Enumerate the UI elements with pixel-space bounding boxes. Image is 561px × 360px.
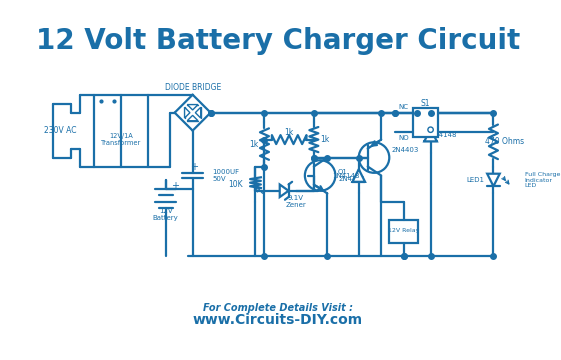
- Polygon shape: [280, 184, 288, 197]
- Text: 12V
Battery: 12V Battery: [153, 208, 178, 221]
- Text: 230V AC: 230V AC: [44, 126, 77, 135]
- Text: 12 Volt Battery Charger Circuit: 12 Volt Battery Charger Circuit: [36, 27, 520, 55]
- Polygon shape: [352, 169, 365, 182]
- Polygon shape: [424, 129, 437, 141]
- Text: 2N4403: 2N4403: [392, 147, 420, 153]
- Text: Full Charge
Indicator
LED: Full Charge Indicator LED: [525, 172, 560, 188]
- Polygon shape: [185, 107, 190, 118]
- Text: DIODE BRIDGE: DIODE BRIDGE: [164, 83, 221, 92]
- Text: 12V/1A
Transformer: 12V/1A Transformer: [100, 133, 141, 146]
- Text: www.Circuits-DIY.com: www.Circuits-DIY.com: [193, 313, 363, 327]
- Text: For Complete Details Visit :: For Complete Details Visit :: [203, 302, 353, 312]
- Text: 1N4148: 1N4148: [429, 132, 457, 138]
- Text: +: +: [190, 162, 198, 172]
- Text: S1: S1: [420, 99, 430, 108]
- Polygon shape: [187, 104, 198, 110]
- Polygon shape: [487, 174, 500, 186]
- Polygon shape: [195, 107, 201, 118]
- Text: 1k: 1k: [320, 135, 329, 144]
- FancyBboxPatch shape: [413, 108, 438, 137]
- Text: 1N4148: 1N4148: [333, 172, 360, 179]
- Text: NO: NO: [398, 135, 409, 141]
- Text: 1000UF
50V: 1000UF 50V: [213, 169, 240, 182]
- Text: +: +: [171, 181, 179, 191]
- Text: 1k: 1k: [249, 140, 258, 149]
- Text: 9.1V
Zener: 9.1V Zener: [286, 195, 306, 208]
- Text: Q1
2N4401: Q1 2N4401: [338, 169, 365, 182]
- Polygon shape: [187, 115, 198, 121]
- Text: 12V Relay: 12V Relay: [388, 228, 419, 233]
- FancyBboxPatch shape: [389, 220, 418, 243]
- Text: NC: NC: [399, 104, 408, 110]
- Text: 10K: 10K: [228, 180, 243, 189]
- Text: LED1: LED1: [466, 177, 485, 183]
- Text: 1k: 1k: [284, 128, 294, 137]
- Text: 470 Ohms: 470 Ohms: [485, 137, 524, 146]
